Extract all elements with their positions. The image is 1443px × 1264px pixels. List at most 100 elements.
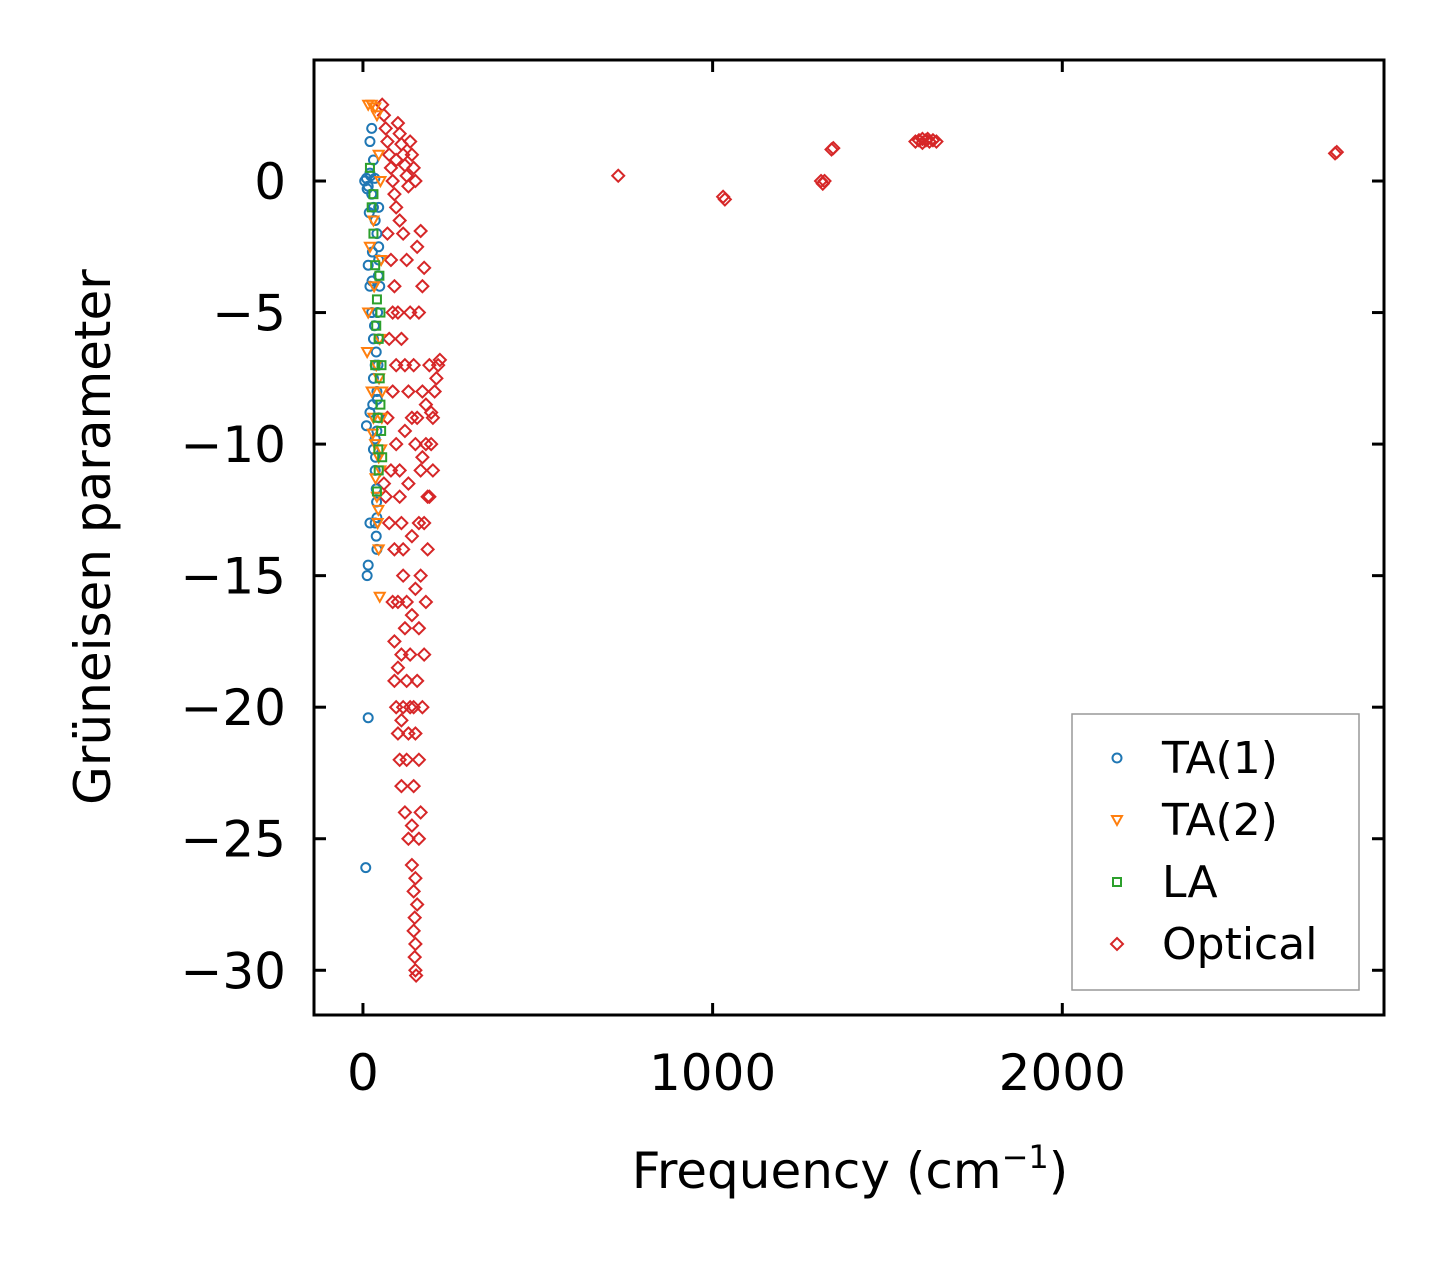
- x-tick-label: 2000: [999, 1044, 1126, 1102]
- data-point: [915, 135, 930, 151]
- x-axis-label-suffix: ): [1049, 1142, 1069, 1200]
- data-point: [406, 357, 422, 373]
- data-point: [394, 778, 409, 794]
- legend-label: TA(2): [1161, 795, 1278, 846]
- data-point: [376, 476, 392, 491]
- data-point: [400, 831, 416, 847]
- data-point: [371, 149, 386, 162]
- legend-marker: [1109, 936, 1125, 952]
- data-point: [370, 110, 384, 123]
- data-point: [416, 647, 432, 662]
- data-point: [407, 910, 423, 926]
- data-point: [404, 528, 420, 544]
- data-point: [414, 449, 430, 465]
- plot-area-frame: [312, 58, 1386, 1017]
- data-point: [383, 462, 399, 478]
- data-point: [411, 620, 427, 636]
- data-point: [370, 491, 384, 504]
- data-point: [399, 252, 415, 268]
- y-tick-label: −5: [212, 285, 286, 343]
- data-point: [373, 176, 388, 189]
- data-point: [402, 305, 418, 320]
- data-point: [411, 515, 427, 531]
- data-point: [399, 673, 415, 689]
- data-point: [392, 462, 408, 478]
- y-axis-label: Grüneisen parameter: [64, 269, 122, 805]
- legend-label: Optical: [1162, 919, 1317, 970]
- data-point: [418, 594, 434, 610]
- data-point: [361, 307, 375, 320]
- data-point: [413, 223, 429, 239]
- data-point: [428, 370, 444, 386]
- x-axis-label-superscript: −1: [1002, 1138, 1049, 1176]
- data-point: [400, 726, 416, 741]
- series-la: [364, 162, 388, 497]
- data-point: [414, 278, 430, 294]
- data-point: [404, 818, 420, 833]
- data-point: [407, 581, 423, 597]
- data-point: [411, 831, 427, 847]
- data-point: [362, 259, 374, 271]
- data-point: [371, 544, 386, 557]
- data-point: [385, 305, 401, 320]
- data-point: [394, 647, 409, 662]
- data-point: [717, 192, 733, 207]
- legend-frame: [1071, 713, 1360, 991]
- data-point: [1329, 144, 1345, 160]
- data-point: [402, 134, 418, 149]
- data-point: [394, 515, 409, 531]
- data-point: [366, 215, 381, 228]
- data-point: [388, 199, 404, 215]
- y-tick-label: −25: [180, 811, 286, 869]
- data-point: [390, 660, 406, 676]
- data-point: [400, 384, 416, 399]
- data-point: [414, 384, 430, 399]
- legend-entry: TA(1): [1111, 733, 1278, 784]
- data-point: [387, 186, 402, 202]
- data-point: [388, 436, 404, 452]
- data-point: [373, 591, 387, 604]
- data-point: [420, 541, 436, 557]
- x-tick-label: 1000: [649, 1044, 776, 1102]
- data-point: [368, 228, 379, 239]
- data-point: [925, 132, 941, 148]
- data-point: [381, 331, 397, 347]
- data-point: [407, 436, 423, 452]
- y-tick-label: −15: [180, 548, 286, 606]
- data-point: [361, 183, 373, 195]
- data-point: [381, 515, 397, 531]
- data-point: [397, 357, 413, 373]
- data-point: [395, 699, 411, 715]
- data-point: [364, 386, 379, 399]
- data-point: [371, 294, 382, 305]
- data-point: [421, 357, 437, 373]
- data-point: [387, 673, 402, 689]
- data-point: [400, 178, 416, 194]
- data-point: [370, 530, 382, 542]
- data-point: [388, 152, 404, 168]
- data-point: [362, 559, 374, 571]
- data-point: [408, 968, 424, 983]
- data-point: [407, 936, 423, 952]
- x-axis-label-main: Frequency (cm: [632, 1142, 1002, 1200]
- data-point: [364, 162, 375, 173]
- data-point: [360, 862, 372, 874]
- data-point: [610, 168, 626, 184]
- x-tick-label: 0: [347, 1044, 379, 1102]
- data-point: [360, 420, 372, 432]
- data-point: [374, 373, 385, 384]
- data-point: [409, 239, 425, 255]
- data-point: [395, 226, 411, 242]
- data-point: [373, 241, 385, 253]
- data-point: [413, 462, 429, 478]
- data-point: [371, 486, 382, 497]
- legend-label: LA: [1162, 857, 1218, 908]
- data-point: [368, 102, 382, 115]
- data-point: [374, 270, 385, 281]
- data-point: [390, 115, 406, 131]
- data-point: [394, 331, 409, 347]
- data-point: [404, 410, 420, 426]
- data-point: [373, 465, 384, 476]
- legend-marker: [1111, 752, 1123, 764]
- data-point: [421, 489, 437, 505]
